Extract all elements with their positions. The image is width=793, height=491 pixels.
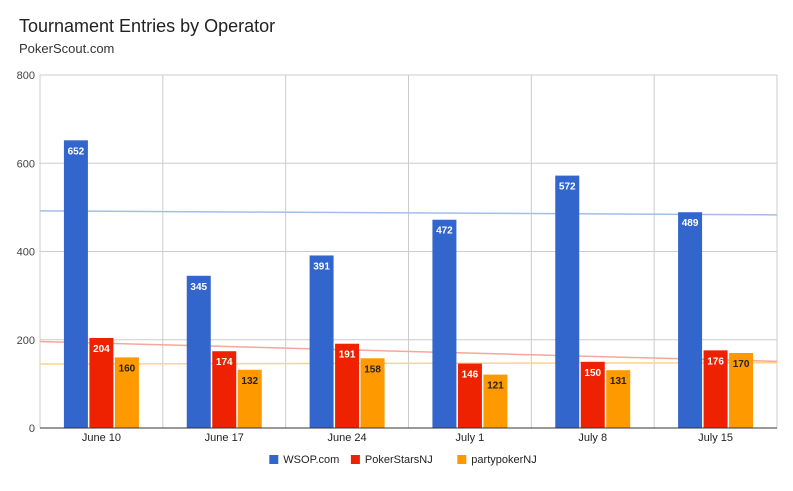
bar-wsop-com[interactable]	[186, 275, 211, 428]
bar-wsop-com[interactable]	[678, 212, 703, 428]
bar-partypokernj[interactable]	[237, 369, 262, 428]
y-tick-label: 600	[17, 158, 35, 170]
chart-title: Tournament Entries by Operator	[19, 16, 276, 36]
x-tick-label: June 24	[328, 432, 367, 444]
data-label: 131	[610, 376, 627, 387]
x-tick-label: July 8	[578, 432, 607, 444]
y-tick-label: 200	[17, 335, 35, 347]
data-label: 391	[313, 261, 330, 272]
y-tick-label: 800	[17, 70, 35, 82]
bar-wsop-com[interactable]	[555, 175, 580, 428]
bar-partypokernj[interactable]	[483, 374, 508, 428]
chart-subtitle: PokerScout.com	[19, 41, 115, 56]
data-label: 160	[119, 363, 136, 374]
data-label: 345	[190, 282, 207, 293]
data-label: 176	[707, 356, 724, 367]
x-tick-label: July 1	[456, 432, 485, 444]
data-label: 572	[559, 182, 576, 193]
legend-swatch	[457, 455, 467, 464]
bar-pokerstarsnj[interactable]	[212, 351, 237, 428]
bar-pokerstarsnj[interactable]	[457, 363, 482, 428]
bar-partypokernj[interactable]	[729, 352, 754, 428]
data-label: 121	[487, 381, 504, 392]
data-label: 146	[462, 370, 479, 381]
bar-partypokernj[interactable]	[114, 357, 139, 428]
bar-pokerstarsnj[interactable]	[703, 350, 728, 428]
trendline	[39, 210, 778, 216]
bar-wsop-com[interactable]	[432, 219, 457, 428]
data-label: 158	[364, 364, 381, 375]
legend-label[interactable]: partypokerNJ	[471, 454, 536, 466]
legend-label[interactable]: PokerStarsNJ	[365, 454, 433, 466]
y-tick-label: 400	[17, 247, 35, 259]
legend-swatch	[350, 455, 360, 464]
bar-pokerstarsnj[interactable]	[89, 337, 114, 428]
data-label: 170	[733, 359, 750, 370]
bar-wsop-com[interactable]	[309, 255, 334, 428]
x-tick-label: July 15	[698, 432, 733, 444]
bar-partypokernj[interactable]	[360, 358, 385, 428]
data-label: 174	[216, 357, 233, 368]
legend-label[interactable]: WSOP.com	[283, 454, 339, 466]
legend-swatch	[269, 455, 279, 464]
trendline	[39, 340, 778, 363]
bar-wsop-com[interactable]	[63, 140, 88, 428]
data-label: 204	[93, 344, 110, 355]
data-label: 191	[339, 350, 356, 361]
data-label: 472	[436, 226, 453, 237]
data-label: 489	[682, 218, 699, 229]
data-label: 150	[584, 368, 601, 379]
trendline	[39, 361, 778, 365]
x-tick-label: June 17	[205, 432, 244, 444]
bar-pokerstarsnj[interactable]	[580, 361, 605, 428]
bar-partypokernj[interactable]	[606, 370, 631, 428]
x-tick-label: June 10	[82, 432, 121, 444]
y-tick-label: 0	[29, 423, 35, 435]
data-label: 652	[68, 146, 85, 157]
data-label: 132	[241, 376, 258, 387]
bar-pokerstarsnj[interactable]	[335, 343, 360, 428]
